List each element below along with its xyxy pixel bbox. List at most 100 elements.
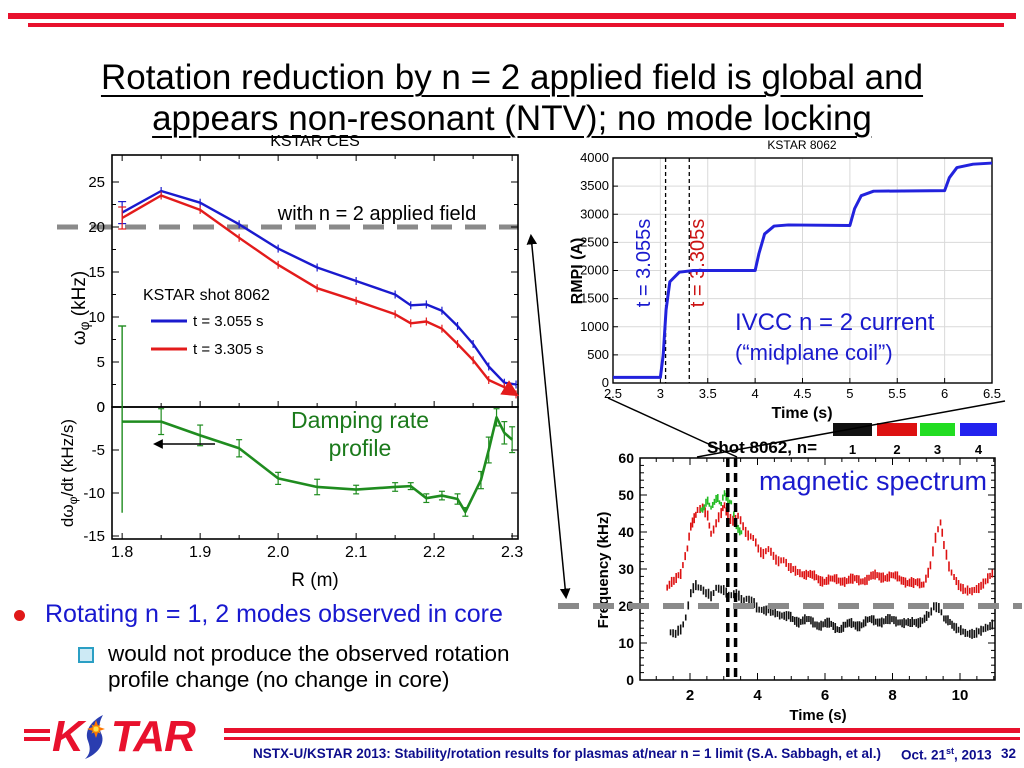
svg-text:6.5: 6.5 (983, 386, 1001, 401)
bullet-square-icon (78, 647, 94, 663)
svg-text:4000: 4000 (580, 150, 609, 165)
svg-text:-15: -15 (83, 528, 105, 545)
svg-text:4.5: 4.5 (793, 386, 811, 401)
ces-legend-title: KSTAR shot 8062 (143, 287, 270, 304)
svg-text:2.1: 2.1 (345, 544, 367, 561)
spectrum-series-n1 (669, 580, 994, 639)
bullet-dot-icon (14, 610, 25, 621)
spectrum-ylabel: Frequency (kHz) (595, 512, 612, 629)
damping-rate-label: Damping rate (291, 407, 429, 433)
bullet-sub: would not produce the observed rotation … (78, 641, 510, 693)
svg-text:3: 3 (657, 386, 664, 401)
spectrum-legend-swatch-3 (920, 423, 955, 436)
svg-text:25: 25 (88, 174, 105, 191)
ces-legend-item-1: t = 3.055 s (193, 313, 263, 330)
bullet-sub-text: would not produce the observed rotation … (108, 641, 510, 693)
spectrum-xlabel: Time (s) (789, 707, 846, 724)
svg-text:20: 20 (88, 219, 105, 236)
svg-text:5: 5 (846, 386, 853, 401)
title-line-1: Rotation reduction by n = 2 applied fiel… (100, 58, 924, 98)
spectrum-series-n3 (700, 490, 743, 536)
svg-text:0: 0 (602, 375, 609, 390)
footer-conference-text: NSTX-U/KSTAR 2013: Stability/rotation re… (253, 746, 882, 761)
footer-date-day: Oct. 21 (901, 747, 947, 763)
svg-text:10: 10 (618, 635, 634, 651)
svg-text:40: 40 (618, 524, 634, 540)
bullet-main-text: Rotating n = 1, 2 modes observed in core (45, 600, 503, 628)
svg-text:6: 6 (941, 386, 948, 401)
kstar-logo: K TAR (52, 712, 196, 762)
ivcc-current-chart: 2.5 3 3.5 4 4.5 5 5.5 6 6.5 0 500 1000 1500 2000 2500 3… (569, 138, 1001, 422)
svg-text:5.5: 5.5 (888, 386, 906, 401)
svg-text:2: 2 (686, 687, 694, 704)
rmpi-time-marker-1: t = 3.055s (633, 219, 655, 307)
svg-text:1.8: 1.8 (111, 544, 133, 561)
top-rule-primary (8, 13, 1016, 19)
spectrum-legend-swatch-1 (833, 423, 872, 436)
ivcc-current-label: IVCC n = 2 current (735, 309, 935, 336)
svg-text:10: 10 (88, 309, 105, 326)
kstar-logo-star-icon (84, 715, 105, 759)
svg-text:4: 4 (753, 687, 762, 704)
spectrum-legend-num-3: 3 (934, 442, 941, 457)
svg-text:1500: 1500 (580, 291, 609, 306)
svg-text:2.5: 2.5 (604, 386, 622, 401)
footer-dash-top (24, 729, 50, 733)
rmpi-time-marker-2: t = 3.305s (687, 219, 709, 307)
footer-date: Oct. 21st, 2013 (901, 746, 992, 763)
svg-text:-10: -10 (83, 485, 105, 502)
svg-text:0: 0 (626, 672, 634, 688)
svg-text:1000: 1000 (580, 319, 609, 334)
spectrum-series-n2 (666, 502, 994, 596)
rotation-profile-chart: with n = 2 applied field 1.8 1.9 2.0 2.1 2.2 2… (57, 133, 523, 591)
bullet-sub-line-2: profile change (no change in core) (108, 667, 450, 692)
damping-profile-label: profile (329, 435, 392, 461)
svg-text:1.9: 1.9 (189, 544, 211, 561)
midplane-coil-label: (“midplane coil”) (735, 340, 893, 365)
ces-xlabel: R (m) (291, 570, 338, 591)
svg-text:8: 8 (888, 687, 896, 704)
svg-text:60: 60 (618, 450, 634, 466)
spectrum-legend-num-4: 4 (975, 442, 983, 457)
magnetic-spectrum-label: magnetic spectrum (759, 466, 987, 496)
svg-text:4: 4 (752, 386, 759, 401)
damping-ylabel: dωφ/dt (kHz/s) (58, 419, 80, 527)
with-n2-field-label: with n = 2 applied field (277, 203, 476, 225)
svg-text:2000: 2000 (580, 263, 609, 278)
title-line-2: appears non-resonant (NTV); no mode lock… (152, 99, 872, 139)
svg-text:30: 30 (618, 561, 634, 577)
spectrum-legend-num-2: 2 (893, 442, 900, 457)
footer-date-ordinal: st (946, 746, 955, 756)
rmpi-title: KSTAR 8062 (767, 138, 836, 152)
ces-legend-item-2: t = 3.305 s (193, 341, 263, 358)
svg-text:20: 20 (618, 598, 634, 614)
ces-title: KSTAR CES (270, 133, 360, 150)
footer-date-year: , 2013 (954, 747, 992, 763)
spectrum-legend-num-1: 1 (849, 442, 856, 457)
rmpi-ylabel: RMPI (A) (569, 238, 586, 305)
svg-text:3500: 3500 (580, 178, 609, 193)
svg-text:3000: 3000 (580, 206, 609, 221)
svg-text:10: 10 (952, 687, 969, 704)
svg-text:500: 500 (587, 347, 609, 362)
svg-text:6: 6 (821, 687, 829, 704)
top-rule-secondary (28, 23, 1004, 27)
svg-text:0: 0 (97, 399, 105, 416)
svg-text:2.2: 2.2 (423, 544, 445, 561)
svg-text:50: 50 (618, 487, 634, 503)
footer-page-number: 32 (1001, 746, 1017, 761)
spectrum-legend-swatch-2 (877, 423, 917, 436)
spectrum-suptitle: Shot 8062, n= (707, 438, 817, 457)
svg-text:2500: 2500 (580, 234, 609, 249)
svg-text:0: 0 (97, 399, 105, 416)
svg-text:3.5: 3.5 (699, 386, 717, 401)
svg-text:15: 15 (88, 264, 105, 281)
bullet-sub-line-1: would not produce the observed rotation (108, 641, 510, 666)
spectrum-legend-swatch-4 (960, 423, 997, 436)
kstar-logo-k: K (52, 712, 84, 761)
svg-text:2.3: 2.3 (501, 544, 523, 561)
svg-text:-5: -5 (92, 442, 105, 459)
footer-rule-secondary (224, 737, 1020, 740)
